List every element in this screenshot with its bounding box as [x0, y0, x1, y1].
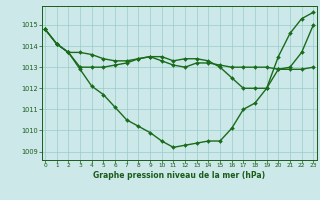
- X-axis label: Graphe pression niveau de la mer (hPa): Graphe pression niveau de la mer (hPa): [93, 171, 265, 180]
